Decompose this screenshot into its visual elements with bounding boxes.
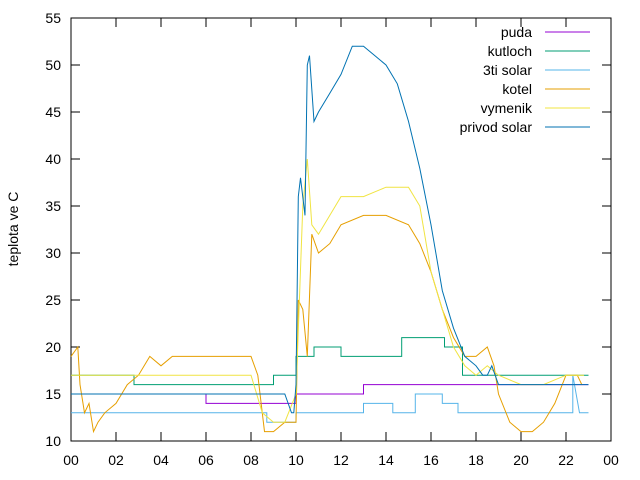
legend-label: kutloch: [488, 43, 532, 59]
x-tick-label: 00: [63, 452, 79, 468]
y-tick-label: 40: [45, 151, 61, 167]
legend-label: vymenik: [481, 100, 533, 116]
x-tick-label: 14: [378, 452, 394, 468]
x-tick-label: 16: [423, 452, 439, 468]
y-tick-label: 45: [45, 104, 61, 120]
series-layer: [70, 45, 589, 434]
legend-label: puda: [501, 24, 532, 40]
x-tick-label: 06: [198, 452, 214, 468]
series-line-kutloch: [71, 337, 589, 386]
legend-label: kotel: [502, 81, 532, 97]
x-tick-label: 04: [153, 452, 169, 468]
x-tick-label: 18: [468, 452, 484, 468]
series-line-vymenik: [71, 158, 584, 423]
x-tick-label: 22: [558, 452, 574, 468]
x-tick-label: 02: [108, 452, 124, 468]
x-tick-label: 08: [243, 452, 259, 468]
y-tick-label: 20: [45, 339, 61, 355]
y-tick-label: 50: [45, 57, 61, 73]
series-line-privod-solar: [71, 45, 589, 414]
y-tick-label: 25: [45, 292, 61, 308]
y-tick-label: 35: [45, 198, 61, 214]
legend-label: 3ti solar: [483, 62, 532, 78]
series-line-3ti-solar: [71, 375, 589, 423]
y-tick-label: 15: [45, 386, 61, 402]
x-tick-label: 20: [513, 452, 529, 468]
x-tick-label: 12: [333, 452, 349, 468]
legend-label: privod solar: [460, 119, 533, 135]
x-axis: 00 02 04 06 08 10 12 14 16 18 20 22 00: [63, 18, 619, 468]
y-axis-label: teplota ve C: [5, 192, 21, 267]
x-tick-label: 00: [603, 452, 619, 468]
y-tick-label: 55: [45, 10, 61, 26]
x-tick-label: 10: [288, 452, 304, 468]
series-line-kotel: [70, 214, 583, 434]
y-tick-label: 10: [45, 433, 61, 449]
y-tick-label: 30: [45, 245, 61, 261]
legend: puda kutloch 3ti solar kotel vymenik privod s…: [460, 24, 590, 135]
y-axis: 10 15 20 25 30 35 40 45 50 55: [45, 10, 611, 449]
